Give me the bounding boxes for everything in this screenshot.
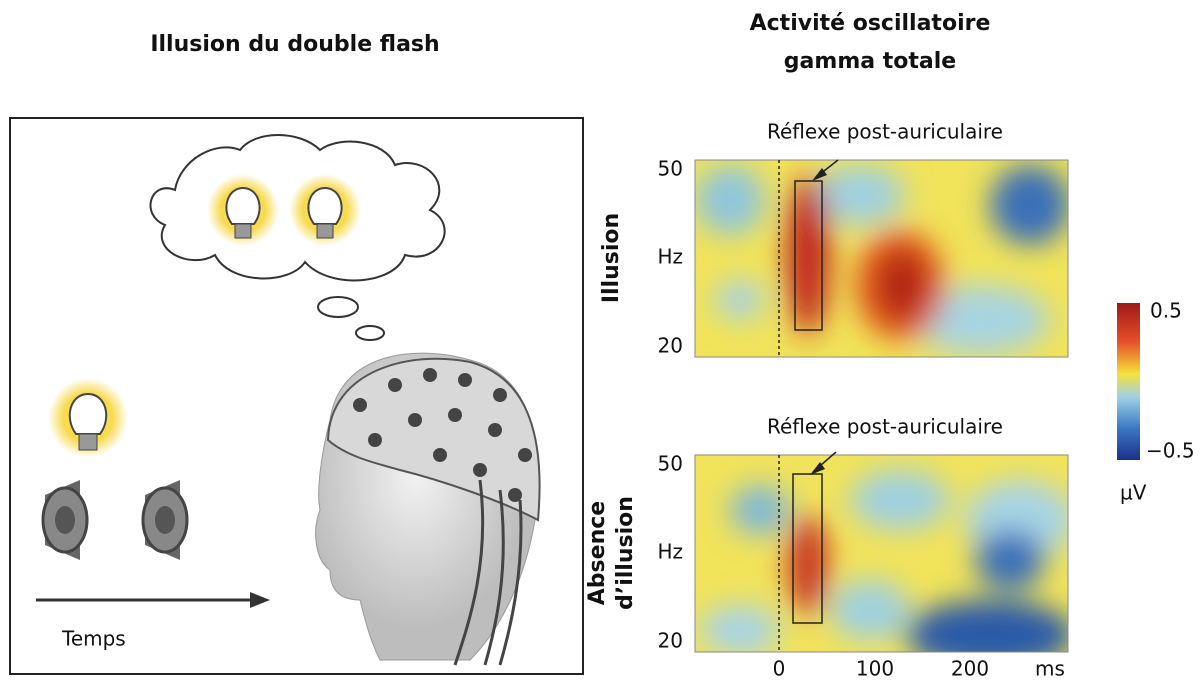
annotation: Réflexe post-auriculaire xyxy=(767,415,1003,439)
x-tick-label: 100 xyxy=(856,657,894,681)
row-label: d’illusion xyxy=(613,496,638,610)
right-title-line: gamma totale xyxy=(784,49,956,74)
row-label: Illusion xyxy=(599,213,624,303)
y-tick-label: 20 xyxy=(658,334,683,358)
right-title-line: Activité oscillatoire xyxy=(750,11,991,36)
heatmap-illusion xyxy=(694,159,1069,358)
time-label: Temps xyxy=(61,627,126,651)
annotation: Réflexe post-auriculaire xyxy=(767,120,1003,144)
x-tick-label: 200 xyxy=(951,657,989,681)
left-frame xyxy=(9,117,584,675)
left-title: Illusion du double flash xyxy=(150,32,439,57)
thought-cloud xyxy=(149,134,446,341)
y-tick-label: Hz xyxy=(657,245,683,269)
eeg-head xyxy=(315,352,541,666)
colorbar-max: 0.5 xyxy=(1150,299,1182,323)
heatmap-absence xyxy=(694,451,1069,653)
x-tick-label: ms xyxy=(1035,657,1065,681)
speakers xyxy=(41,480,189,560)
colorbar-min: −0.5 xyxy=(1146,439,1195,463)
row-label: Absence xyxy=(585,501,610,605)
time-arrow xyxy=(36,592,270,608)
y-tick-label: Hz xyxy=(657,540,683,564)
colorbar xyxy=(1117,303,1140,460)
y-tick-label: 50 xyxy=(658,452,683,476)
x-tick-label: 0 xyxy=(773,657,786,681)
bulbs xyxy=(48,174,361,458)
y-tick-label: 20 xyxy=(658,629,683,653)
colorbar-unit: µV xyxy=(1120,481,1147,505)
y-tick-label: 50 xyxy=(658,157,683,181)
